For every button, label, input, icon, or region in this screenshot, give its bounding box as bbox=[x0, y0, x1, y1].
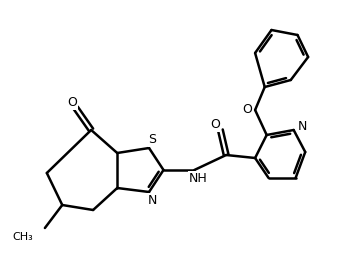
Text: S: S bbox=[148, 133, 156, 146]
Text: O: O bbox=[67, 96, 77, 109]
Text: O: O bbox=[210, 118, 220, 131]
Text: N: N bbox=[297, 120, 307, 133]
Text: NH: NH bbox=[189, 172, 208, 185]
Text: O: O bbox=[242, 103, 252, 116]
Text: N: N bbox=[148, 194, 157, 207]
Text: CH₃: CH₃ bbox=[12, 231, 33, 241]
